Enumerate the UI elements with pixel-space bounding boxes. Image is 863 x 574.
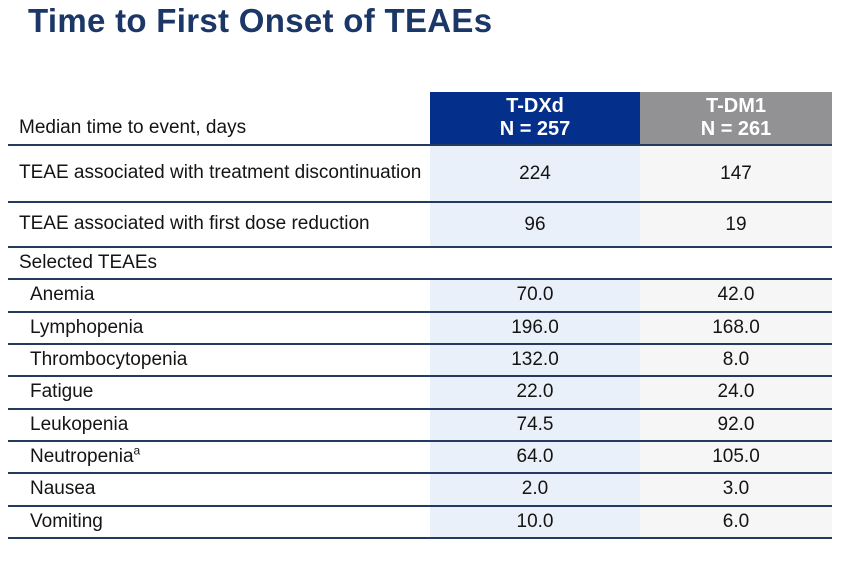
row-label-cell: Vomiting	[8, 506, 430, 538]
table-body: TEAE associated with treatment discontin…	[8, 145, 832, 538]
row-label: Selected TEAEs	[19, 252, 158, 273]
row-label-cell: Nausea	[8, 473, 430, 505]
teae-table: Median time to event, days T-DXd N = 257…	[8, 92, 832, 539]
row-label-cell: Leukopenia	[8, 409, 430, 441]
row-label: Nausea	[30, 478, 96, 500]
table-row: Fatigue 22.0 24.0	[8, 376, 832, 409]
value-cell-tdxd: 74.5	[430, 408, 640, 441]
table-row: Leukopenia 74.5 92.0	[8, 408, 832, 441]
table-row: Thrombocytopenia 132.0 8.0	[8, 343, 832, 377]
section-row: Selected TEAEs	[8, 247, 832, 280]
value-cell-tdxd: 196.0	[430, 311, 640, 344]
value-cell-tdm1: 19	[640, 202, 832, 247]
row-header-label: Median time to event, days	[19, 117, 247, 138]
row-label: Fatigue	[30, 381, 94, 403]
value-cell-tdm1: 3.0	[640, 473, 832, 506]
value-cell-tdm1: 105.0	[640, 440, 832, 474]
row-label: Lymphopenia	[30, 316, 144, 338]
table-row: TEAE associated with first dose reductio…	[8, 202, 832, 247]
table-row: Nausea 2.0 3.0	[8, 473, 832, 506]
table-row: Anemia 70.0 42.0	[8, 279, 832, 312]
row-label-cell: TEAE associated with treatment discontin…	[8, 145, 430, 202]
table-row: Vomiting 10.0 6.0	[8, 505, 832, 538]
column-header-tdm1: T-DM1 N = 261	[640, 92, 832, 145]
value-cell-tdm1: 147	[640, 145, 832, 202]
row-label-cell: Neutropeniaa	[8, 441, 430, 473]
value-cell-tdxd: 64.0	[430, 440, 640, 474]
value-cell-tdxd: 70.0	[430, 279, 640, 312]
value-cell-tdm1: 42.0	[640, 279, 832, 312]
row-label-cell: Fatigue	[8, 376, 430, 408]
column-header-tdm1-n: N = 261	[700, 118, 772, 140]
empty-cell	[640, 247, 832, 280]
column-header-tdxd-n: N = 257	[499, 118, 571, 140]
value-cell-tdxd: 132.0	[430, 343, 640, 377]
column-header-tdm1-name: T-DM1	[706, 95, 766, 117]
row-label-cell: Lymphopenia	[8, 312, 430, 344]
row-label: Neutropenia	[30, 445, 134, 467]
table-row: TEAE associated with treatment discontin…	[8, 145, 832, 202]
row-label: TEAE associated with first dose reductio…	[19, 213, 370, 235]
row-label: Leukopenia	[30, 413, 129, 435]
value-cell-tdxd: 22.0	[430, 376, 640, 409]
row-label: TEAE associated with treatment discontin…	[19, 162, 422, 184]
row-label-cell: Selected TEAEs	[8, 247, 430, 279]
value-cell-tdm1: 8.0	[640, 343, 832, 377]
column-header-tdxd-name: T-DXd	[506, 95, 564, 117]
page-title: Time to First Onset of TEAEs	[28, 2, 493, 39]
value-cell-tdxd: 10.0	[430, 505, 640, 538]
value-cell-tdxd: 96	[430, 202, 640, 247]
row-label: Anemia	[30, 284, 95, 306]
value-cell-tdxd: 2.0	[430, 473, 640, 506]
table-row: Lymphopenia 196.0 168.0	[8, 311, 832, 344]
column-header-tdxd: T-DXd N = 257	[430, 92, 640, 145]
value-cell-tdxd: 224	[430, 145, 640, 202]
value-cell-tdm1: 168.0	[640, 311, 832, 344]
row-label-cell: TEAE associated with first dose reductio…	[8, 202, 430, 247]
row-label-cell: Anemia	[8, 279, 430, 311]
footnote-marker: a	[133, 443, 141, 458]
empty-cell	[430, 247, 640, 280]
table-row: Neutropeniaa 64.0 105.0	[8, 440, 832, 474]
value-cell-tdm1: 92.0	[640, 408, 832, 441]
value-cell-tdm1: 6.0	[640, 505, 832, 538]
row-label: Thrombocytopenia	[30, 348, 188, 370]
value-cell-tdm1: 24.0	[640, 376, 832, 409]
row-label-cell: Thrombocytopenia	[8, 344, 430, 376]
row-label: Vomiting	[30, 510, 103, 532]
table-header-row: Median time to event, days T-DXd N = 257…	[8, 92, 832, 145]
